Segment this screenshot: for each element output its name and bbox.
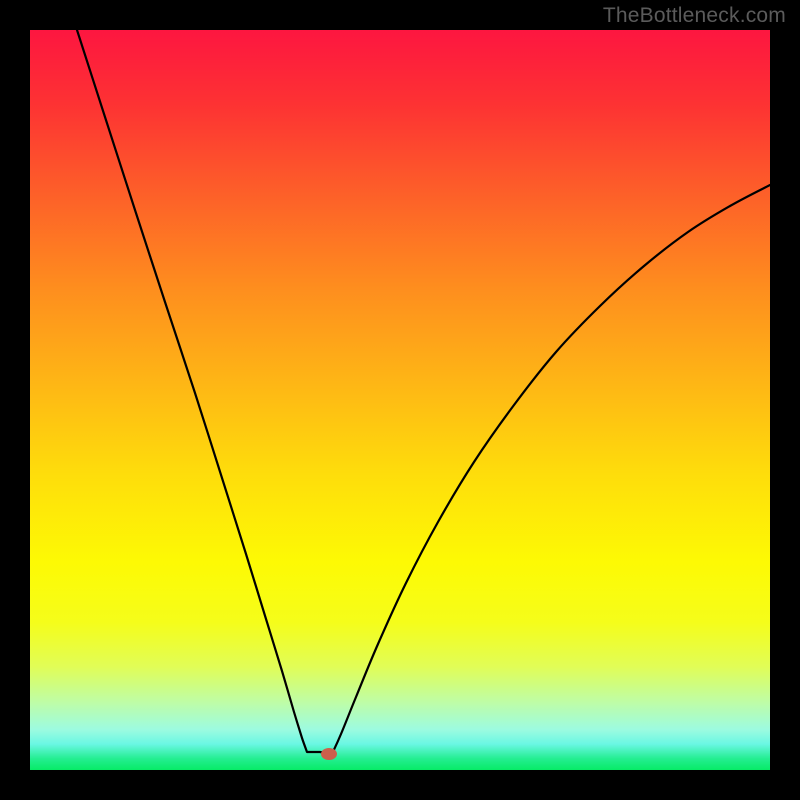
watermark-text: TheBottleneck.com	[603, 4, 786, 28]
chart-container: TheBottleneck.com	[0, 0, 800, 800]
optimal-point-marker	[321, 748, 337, 760]
plot-area	[30, 30, 770, 770]
bottleneck-chart	[0, 0, 800, 800]
